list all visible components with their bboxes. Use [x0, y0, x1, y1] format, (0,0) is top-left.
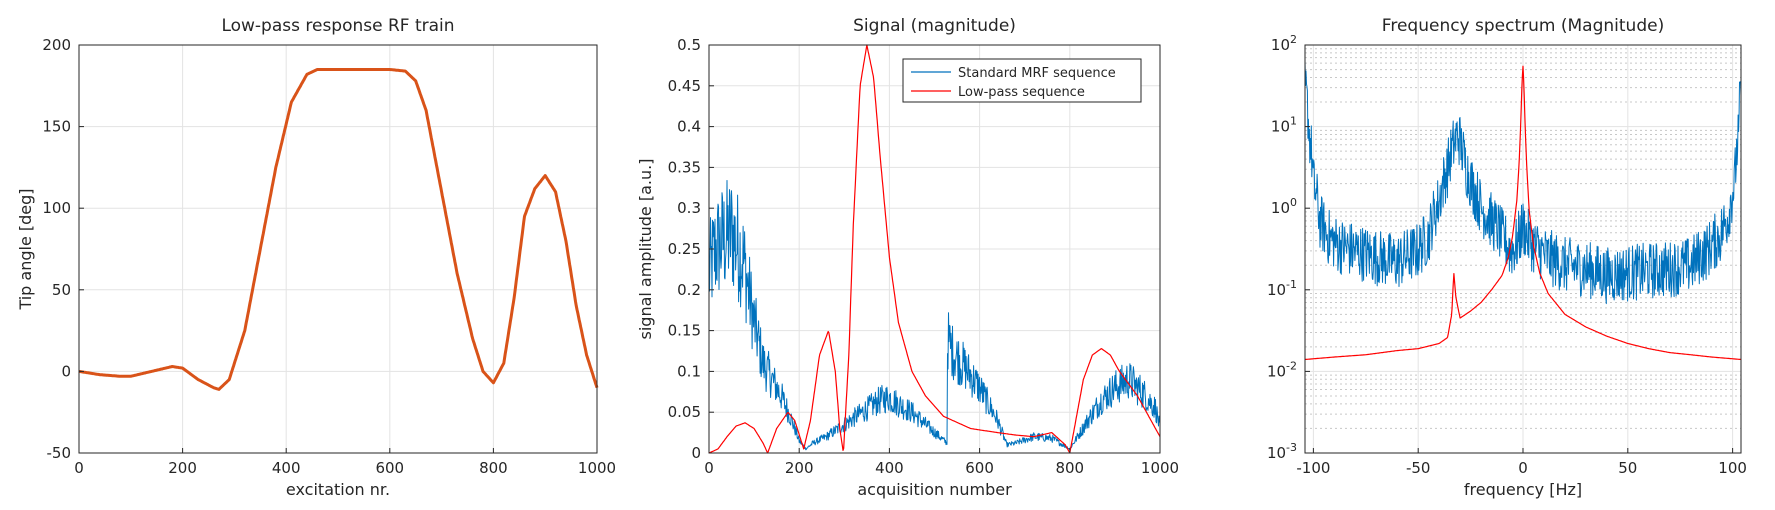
chart-title: Signal (magnitude) — [853, 16, 1016, 36]
series-line-0 — [1304, 61, 1742, 305]
series-line-0 — [708, 180, 1161, 451]
x-tick-label: 0 — [1518, 459, 1528, 477]
x-tick-label: 800 — [1055, 459, 1084, 477]
y-tick-label: 100 — [42, 199, 71, 217]
x-tick-label: 0 — [704, 459, 714, 477]
axes-box — [78, 44, 598, 454]
x-axis-label: acquisition number — [857, 480, 1012, 499]
y-tick-label: 0 — [691, 444, 701, 462]
chart-title: Low-pass response RF train — [221, 16, 454, 36]
x-tick-label: 200 — [785, 459, 814, 477]
x-tick-label: -50 — [1406, 459, 1431, 477]
chart-title: Frequency spectrum (Magnitude) — [1382, 16, 1664, 36]
data-series — [708, 44, 1161, 454]
x-axis-label: frequency [Hz] — [1464, 480, 1582, 499]
y-tick-label: 0.25 — [668, 240, 701, 258]
y-axis-label: Tip angle [deg] — [16, 188, 35, 310]
y-tick-label: 0.5 — [677, 36, 701, 54]
y-tick-label: 0.4 — [677, 118, 701, 136]
y-tick-label: 0.45 — [668, 77, 701, 95]
series-line-0 — [78, 68, 599, 391]
x-tick-label: 1000 — [578, 459, 616, 477]
y-tick-label: 150 — [42, 118, 71, 136]
y-tick-label: 50 — [52, 281, 71, 299]
x-tick-label: 100 — [1718, 459, 1747, 477]
x-axis-label: excitation nr. — [286, 480, 390, 499]
x-tick-label: 1000 — [1141, 459, 1179, 477]
legend-entry-standard-mrf: Standard MRF sequence — [958, 66, 1116, 81]
y-tick-label: 0.15 — [668, 322, 701, 340]
legend-entry-low-pass: Low-pass sequence — [958, 85, 1085, 100]
x-tick-label: 200 — [168, 459, 197, 477]
series-line-1 — [708, 44, 1161, 454]
x-tick-label: 600 — [375, 459, 404, 477]
series-line-1 — [1304, 65, 1742, 361]
x-tick-label: 0 — [74, 459, 84, 477]
y-tick-label: 200 — [42, 36, 71, 54]
x-tick-label: 400 — [272, 459, 301, 477]
chart-panel-signal: 0 200 400 600 800 1000 0 0.05 0.1 0.15 0.2 0.25 0.3 0… — [636, 16, 1179, 499]
legend: Standard MRF sequence Low-pass sequence — [902, 58, 1142, 103]
y-tick-label: 0.05 — [668, 403, 701, 421]
y-axis-label: signal amplitude [a.u.] — [636, 159, 655, 340]
y-tick-label: 0 — [61, 362, 71, 380]
y-tick-label: 0.1 — [677, 362, 701, 380]
x-tick-label: 800 — [479, 459, 508, 477]
y-tick-label: -50 — [47, 444, 72, 462]
y-tick-label: 0.3 — [677, 199, 701, 217]
grid-lines — [78, 44, 598, 454]
data-series — [1304, 61, 1742, 361]
x-tick-label: 50 — [1618, 459, 1637, 477]
x-tick-label: 400 — [875, 459, 904, 477]
x-tick-label: -100 — [1296, 459, 1330, 477]
y-tick-label: 0.2 — [677, 281, 701, 299]
data-series — [78, 68, 599, 391]
x-tick-label: 600 — [965, 459, 994, 477]
y-tick-label: 0.35 — [668, 158, 701, 176]
tick-labels: 0 200 400 600 800 1000 0 0.05 0.1 0.15 0.2 0.25 0.3 0… — [668, 36, 1180, 477]
legend-box — [902, 58, 1142, 103]
